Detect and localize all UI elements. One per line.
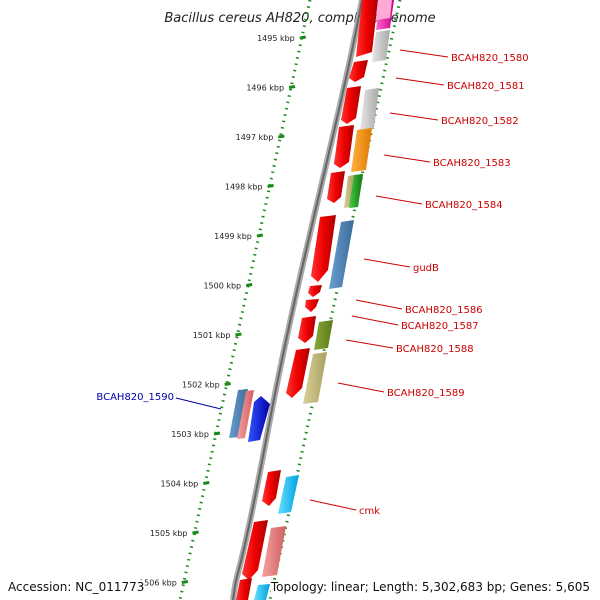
gene-box[interactable]	[262, 526, 286, 577]
kbp-tick-label: 1499 kbp	[214, 232, 252, 241]
gene-arrow[interactable]	[308, 285, 322, 297]
gene-box[interactable]	[376, 0, 392, 20]
map-title: Bacillus cereus AH820, complete genome	[164, 11, 435, 26]
gene-label[interactable]: BCAH820_1589	[387, 388, 465, 399]
gene-box[interactable]	[303, 352, 327, 404]
kbp-tick-label: 1505 kbp	[150, 529, 188, 538]
left-dotted-scale	[178, 0, 312, 600]
gene-box[interactable]	[237, 390, 254, 439]
kbp-tick	[245, 283, 253, 287]
gene-leader-line	[383, 154, 431, 163]
gene-label[interactable]: BCAH820_1586	[405, 305, 483, 316]
kbp-tick	[213, 431, 221, 436]
gene-label[interactable]: BCAH820_1581	[447, 81, 525, 92]
genome-strand-shade	[232, 0, 363, 600]
gene-leader-line	[309, 499, 357, 511]
gene-arrow[interactable]	[349, 60, 368, 82]
kbp-tick	[267, 184, 274, 188]
kbp-tick	[181, 580, 189, 584]
kbp-tick-label: 1506 kbp	[139, 579, 177, 588]
gene-arrow[interactable]	[311, 215, 336, 282]
gene-label[interactable]: BCAH820_1590	[96, 392, 174, 403]
gene-leader-line	[363, 258, 411, 268]
gene-arrow[interactable]	[341, 86, 361, 124]
kbp-tick-label: 1504 kbp	[161, 480, 199, 489]
gene-arrow[interactable]	[327, 171, 345, 203]
gene-arrow[interactable]	[286, 348, 310, 398]
kbp-tick	[256, 233, 264, 238]
gene-leader-line	[375, 195, 423, 205]
kbp-tick	[192, 530, 199, 535]
accession-text: Accession: NC_011773	[8, 580, 145, 594]
kbp-tick	[202, 481, 210, 485]
gene-box[interactable]	[329, 220, 354, 289]
gene-leader-line	[345, 339, 394, 349]
right-dotted-scale	[268, 0, 402, 600]
gene-label[interactable]: BCAH820_1584	[425, 200, 503, 211]
gene-box[interactable]	[229, 389, 248, 438]
gene-label[interactable]: BCAH820_1582	[441, 116, 519, 127]
topology-text: Topology: linear; Length: 5,302,683 bp; …	[270, 580, 590, 594]
gene-label[interactable]: gudB	[413, 263, 439, 274]
gene-box[interactable]	[278, 475, 299, 514]
gene-label[interactable]: BCAH820_1587	[401, 321, 479, 332]
gene-labels: BCAH820_1580 BCAH820_1581 BCAH820_1582 BCAH…	[96, 49, 529, 517]
gene-box[interactable]	[372, 30, 390, 62]
kbp-tick-label: 1495 kbp	[257, 34, 295, 43]
gene-box[interactable]	[360, 88, 379, 130]
gene-leader-line	[389, 112, 439, 121]
gene-leader-line	[351, 315, 399, 326]
gene-leader-line	[395, 77, 445, 86]
gene-arrow[interactable]	[305, 299, 319, 312]
gene-arrow[interactable]	[236, 578, 252, 600]
gene-arrow[interactable]	[242, 520, 268, 580]
gene-arrow[interactable]	[262, 470, 281, 506]
gene-label[interactable]: BCAH820_1588	[396, 344, 474, 355]
kbp-tick-label: 1503 kbp	[171, 430, 209, 439]
gene-leader-line	[355, 299, 403, 310]
kbp-tick-label: 1502 kbp	[182, 381, 220, 390]
kbp-tick-label: 1497 kbp	[236, 133, 274, 142]
gene-box[interactable]	[349, 174, 363, 208]
kbp-tick	[299, 35, 307, 40]
gene-box[interactable]	[351, 128, 372, 172]
kbp-tick-label: 1501 kbp	[193, 331, 231, 340]
gene-arrow[interactable]	[356, 0, 378, 57]
gene-box[interactable]	[344, 175, 354, 208]
gene-leader-line	[175, 397, 222, 410]
gene-leader-line	[399, 49, 449, 58]
kbp-tick-label: 1500 kbp	[203, 282, 241, 291]
gene-arrow[interactable]	[298, 316, 316, 343]
kbp-ticks: 1495 kbp 1496 kbp 1497 kbp 1498 kbp 1499 kbp…	[139, 34, 307, 588]
gene-box[interactable]	[314, 320, 333, 350]
kbp-tick-label: 1498 kbp	[225, 183, 263, 192]
gene-box[interactable]	[254, 584, 270, 600]
gene-leader-line	[337, 382, 385, 393]
gene-features	[229, 0, 394, 600]
kbp-tick	[278, 134, 285, 139]
gene-arrow[interactable]	[248, 396, 270, 442]
kbp-tick-label: 1496 kbp	[246, 84, 284, 93]
kbp-tick	[224, 382, 231, 386]
gene-label[interactable]: BCAH820_1580	[451, 53, 529, 64]
gene-label[interactable]: BCAH820_1583	[433, 158, 511, 169]
kbp-tick	[288, 85, 296, 89]
gene-label[interactable]: cmk	[359, 506, 380, 517]
gene-arrow[interactable]	[334, 125, 354, 168]
kbp-tick	[235, 332, 242, 337]
